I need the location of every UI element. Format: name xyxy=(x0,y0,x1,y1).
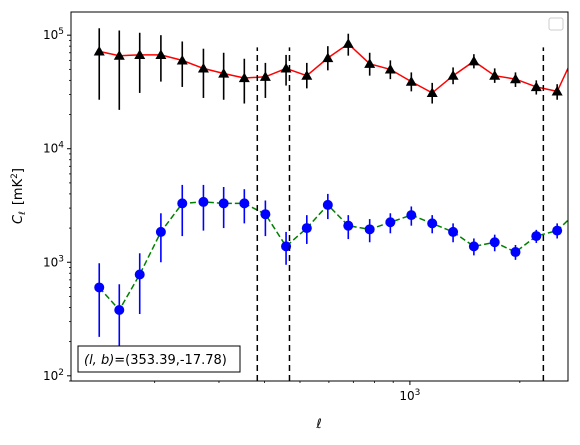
data-point-circle xyxy=(94,282,105,293)
data-point-triangle xyxy=(113,50,125,60)
data-point-circle xyxy=(406,210,417,221)
data-point-triangle xyxy=(489,70,501,80)
annotation-coords-value: =(353.39,-17.78) xyxy=(114,353,227,368)
data-point-triangle xyxy=(509,73,521,84)
y-axis-label-unit-exponent: 2 xyxy=(10,173,20,179)
data-point-circle xyxy=(343,220,354,231)
data-point-circle xyxy=(552,225,563,236)
x-axis-label: ℓ xyxy=(315,417,321,432)
data-point-triangle xyxy=(551,85,563,96)
y-axis-label-symbol: C xyxy=(11,214,26,224)
data-point-circle xyxy=(260,209,271,220)
data-point-circle xyxy=(239,198,250,209)
annotation: (l, b)=(353.39,-17.78) xyxy=(77,345,241,373)
data-point-triangle xyxy=(155,49,167,60)
data-point-circle xyxy=(198,196,209,207)
data-point-circle xyxy=(114,304,125,315)
series-triangle xyxy=(93,28,580,110)
data-point-triangle xyxy=(218,67,230,78)
series-line-triangle xyxy=(99,42,568,94)
annotation-coords-label: (l, b) xyxy=(84,353,114,368)
data-point-circle xyxy=(531,231,542,242)
data-point-triangle xyxy=(301,70,313,80)
series-line-circle xyxy=(98,201,568,312)
y-axis-label-subscript: ℓ xyxy=(18,211,28,216)
series-circle xyxy=(94,184,580,360)
y-axis-label-unit-close: ] xyxy=(11,168,26,173)
data-point-circle xyxy=(134,269,145,280)
data-point-circle xyxy=(322,199,333,210)
data-point-circle xyxy=(427,218,438,229)
data-point-circle xyxy=(385,217,396,228)
data-point-triangle xyxy=(405,76,417,86)
data-point-circle xyxy=(364,224,375,235)
y-axis-label-unit: [mK xyxy=(11,178,26,205)
data-point-triangle xyxy=(197,62,209,73)
data-point-triangle xyxy=(322,52,334,63)
data-point-triangle xyxy=(238,72,250,83)
data-point-triangle xyxy=(364,58,376,68)
data-point-circle xyxy=(177,198,188,209)
data-point-triangle xyxy=(530,81,542,92)
data-point-triangle xyxy=(572,41,580,51)
data-point-triangle xyxy=(384,63,396,74)
data-point-triangle xyxy=(259,71,271,81)
data-point-triangle xyxy=(176,54,188,65)
data-point-circle xyxy=(573,206,580,216)
data-point-triangle xyxy=(134,49,146,60)
data-point-triangle xyxy=(447,70,459,80)
data-point-triangle xyxy=(93,45,105,56)
annotation-text: (l, b)=(353.39,-17.78) xyxy=(84,353,227,368)
plot-frame xyxy=(70,11,569,382)
data-point-circle xyxy=(281,241,292,252)
y-tick-label: 103 xyxy=(43,254,64,269)
x-tick-label: 103 xyxy=(399,388,420,403)
legend-box xyxy=(548,17,564,31)
data-point-circle xyxy=(448,226,459,237)
reference-lines xyxy=(256,47,545,381)
data-point-circle xyxy=(468,241,479,252)
data-point-triangle xyxy=(468,55,480,66)
data-point-triangle xyxy=(342,38,354,48)
series-layer xyxy=(93,28,580,360)
data-point-triangle xyxy=(426,87,438,98)
y-tick-label: 105 xyxy=(43,27,64,42)
y-tick-label: 104 xyxy=(43,141,64,156)
annotation-box xyxy=(77,345,241,373)
data-point-circle xyxy=(301,223,312,234)
data-point-circle xyxy=(155,226,166,237)
data-point-circle xyxy=(218,198,229,209)
axis-ticks: 102 103 104 105 103 xyxy=(43,27,521,403)
y-tick-label: 102 xyxy=(43,368,64,383)
y-axis-label: Cℓ [mK2] xyxy=(10,168,28,224)
data-point-circle xyxy=(510,247,521,258)
data-point-circle xyxy=(489,237,500,248)
